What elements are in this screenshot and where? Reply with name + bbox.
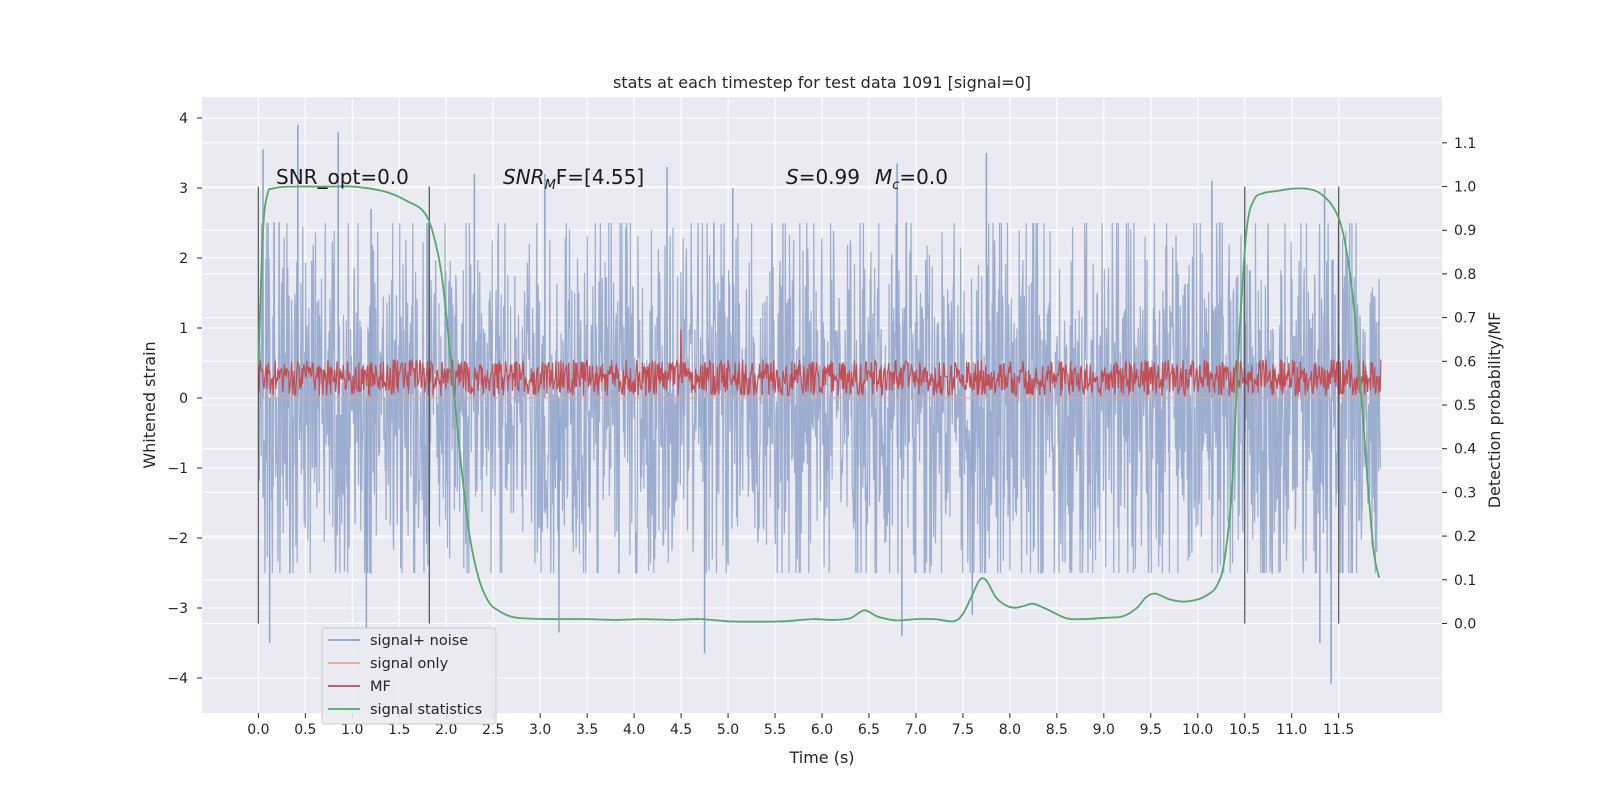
series-line-signal-plus-noise	[257, 222, 1382, 574]
x-tick-label: 7.0	[905, 722, 927, 738]
y2-axis-ticks: 0.0 0.1 0.2 0.3 0.4 0.5 0.6 0.7 0.8 0.9 1.0 1.1	[1442, 136, 1476, 632]
x-tick-label: 2.0	[435, 722, 457, 738]
legend: signal+ noise signal only MF signal statist…	[321, 627, 497, 725]
legend-items: signal+ noise signal only MF signal statist…	[328, 633, 482, 718]
x-tick-label: 2.5	[482, 722, 504, 738]
x-axis-ticks: 0.0 0.5 1.0 1.5 2.0 2.5 3.0 3.5 4.0 4.5 5.0 5.5 6.0 6…	[247, 713, 1354, 738]
legend-label: signal statistics	[370, 702, 482, 718]
x-tick-label: 10.0	[1182, 722, 1213, 738]
x-tick-label: 5.5	[764, 722, 786, 738]
x-tick-label: 9.5	[1140, 722, 1162, 738]
y-tick-label: −2	[167, 531, 188, 547]
annotation-snr-mf-label: SNR	[503, 165, 545, 189]
x-tick-label: 8.0	[999, 722, 1021, 738]
y-tick-label: 2	[179, 251, 188, 267]
x-tick-label: 10.5	[1229, 722, 1260, 738]
x-tick-label: 7.5	[952, 722, 974, 738]
chart-title: stats at each timestep for test data 109…	[613, 73, 1031, 92]
y2-tick-label: 0.2	[1454, 529, 1476, 545]
x-tick-label: 6.5	[858, 722, 880, 738]
series-line-mf	[257, 329, 1382, 398]
annotation-s-value: =0.99	[799, 165, 860, 189]
y-tick-label: 1	[179, 321, 188, 337]
y2-tick-label: 0.7	[1454, 311, 1476, 327]
x-tick-label: 11.5	[1323, 722, 1354, 738]
y2-tick-label: 0.6	[1454, 354, 1476, 370]
x-axis-title: Time (s)	[788, 748, 854, 767]
annotation-snr-mf-tail: F=[4.55]	[556, 165, 644, 189]
series-mf	[257, 329, 1382, 398]
x-tick-label: 0.5	[294, 722, 316, 738]
y2-tick-label: 1.1	[1454, 136, 1476, 152]
x-tick-label: 1.0	[341, 722, 363, 738]
x-tick-label: 3.5	[576, 722, 598, 738]
x-tick-label: 1.5	[388, 722, 410, 738]
y2-tick-label: 0.9	[1454, 223, 1476, 239]
series-signal-plus-noise	[257, 125, 1382, 684]
annotation-mc-label: M	[875, 165, 892, 189]
x-tick-label: 9.0	[1093, 722, 1115, 738]
x-tick-label: 5.0	[717, 722, 739, 738]
x-tick-label: 11.0	[1276, 722, 1307, 738]
y2-tick-label: 1.0	[1454, 180, 1476, 196]
y-tick-label: −1	[167, 461, 188, 477]
legend-label: signal only	[370, 656, 449, 672]
y2-tick-label: 0.3	[1454, 485, 1476, 501]
x-tick-label: 4.5	[670, 722, 692, 738]
y-tick-label: 4	[179, 111, 188, 127]
x-tick-label: 6.0	[811, 722, 833, 738]
legend-label: signal+ noise	[370, 633, 468, 649]
y-tick-label: −3	[167, 601, 188, 617]
x-tick-label: 3.0	[529, 722, 551, 738]
x-tick-label: 4.0	[623, 722, 645, 738]
y-tick-label: −4	[167, 671, 188, 687]
annotation-s-mc: S=0.99 Mc=0.0	[786, 165, 948, 193]
x-tick-label: 0.0	[247, 722, 269, 738]
y-tick-label: 3	[179, 181, 188, 197]
y2-axis-title: Detection probability/MF	[1485, 312, 1504, 509]
y-tick-label: 0	[179, 391, 188, 407]
series-signal-statistics	[257, 185, 1380, 623]
annotation-snr-opt: SNR_opt=0.0	[276, 165, 409, 189]
y2-tick-label: 0.5	[1454, 398, 1476, 414]
annotation-mc-value: =0.0	[899, 165, 948, 189]
x-tick-label: 8.5	[1046, 722, 1068, 738]
annotation-s-label: S	[786, 165, 799, 189]
annotation-snr-mf-sub: M	[545, 178, 556, 193]
annotation-snr-mf: SNRMF=[4.55]	[503, 165, 644, 193]
series-line-signal-statistics	[257, 185, 1380, 623]
y2-tick-label: 0.8	[1454, 267, 1476, 283]
y-axis-ticks: 4 3 2 1 0 −1 −2 −3 −4	[167, 111, 202, 687]
y-axis-title: Whitened strain	[140, 341, 159, 468]
y2-tick-label: 0.4	[1454, 442, 1476, 458]
y2-tick-label: 0.1	[1454, 573, 1476, 589]
annotation-mc-sub: c	[892, 178, 899, 193]
y2-tick-label: 0.0	[1454, 616, 1476, 632]
legend-label: MF	[370, 679, 391, 695]
legend-box	[321, 627, 497, 725]
